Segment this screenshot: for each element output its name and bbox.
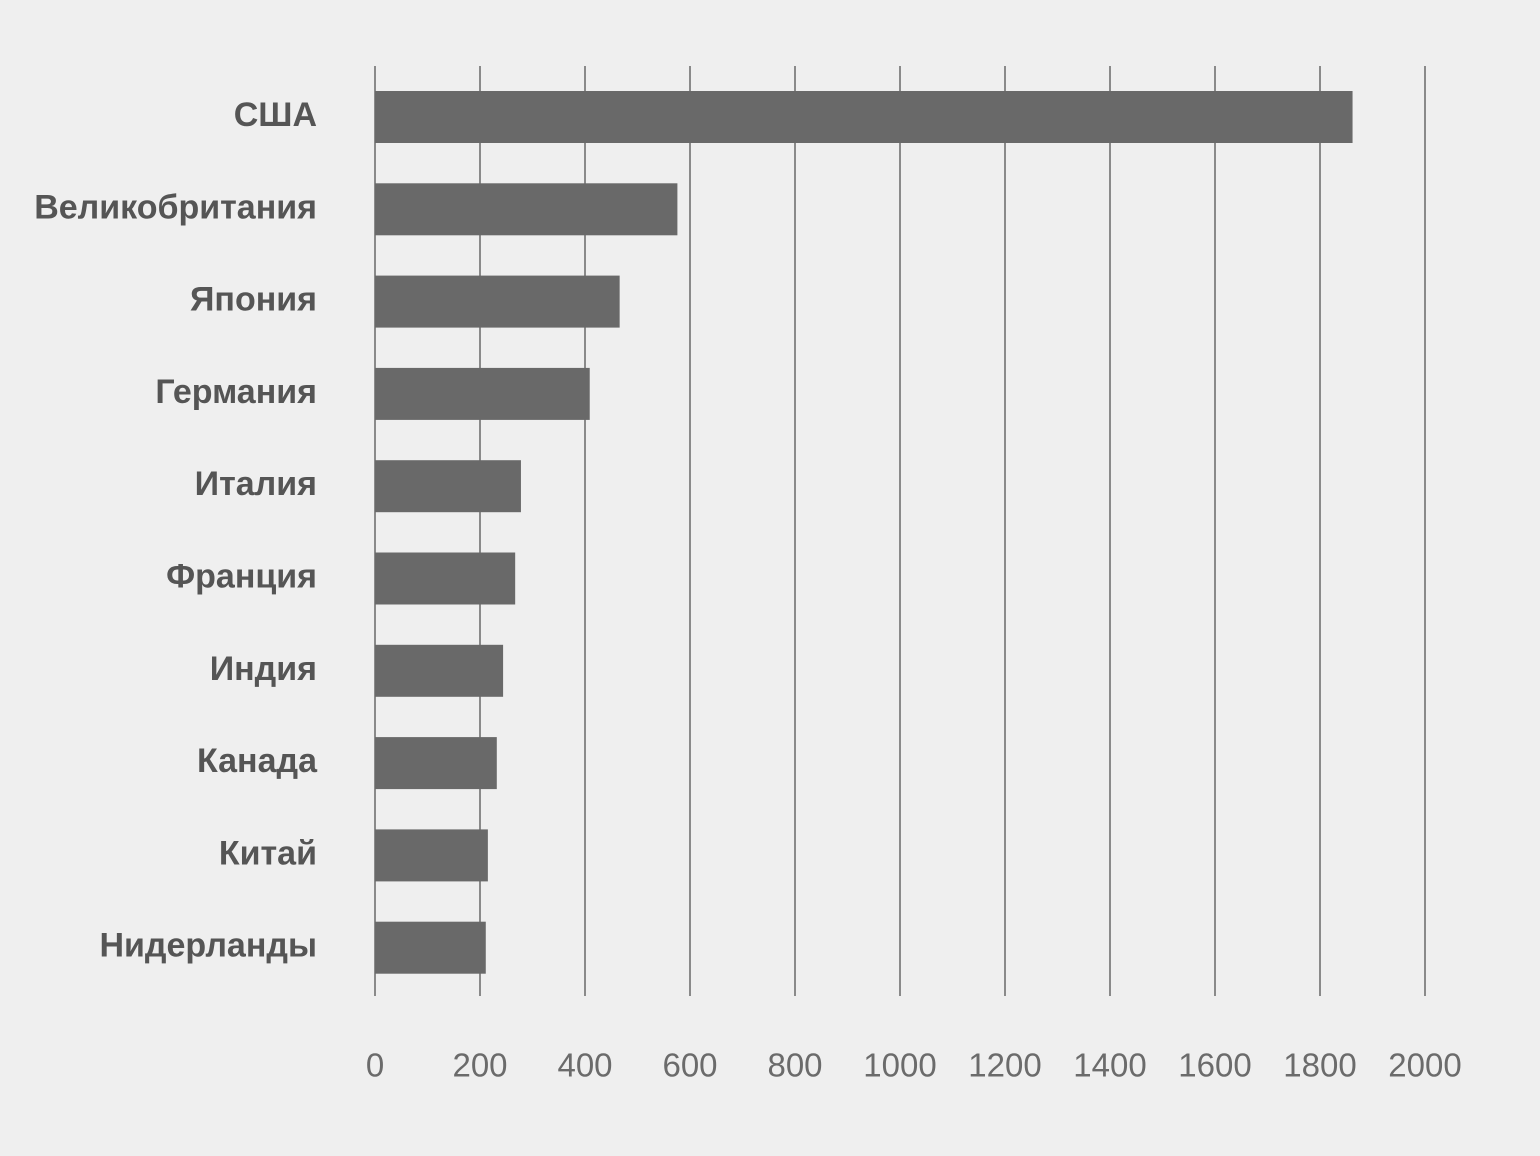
bar-5: [375, 552, 516, 605]
category-label-6: Индия: [210, 650, 317, 688]
category-label-2: Япония: [190, 281, 317, 319]
bars: [375, 91, 1353, 974]
category-label-5: Франция: [166, 557, 317, 595]
x-tick-label-1400: 1400: [1073, 1047, 1146, 1084]
bar-6: [375, 644, 504, 697]
bar-0: [375, 91, 1353, 143]
x-tick-label-400: 400: [557, 1047, 612, 1084]
bar-9: [375, 921, 486, 974]
bar-4: [375, 460, 521, 513]
x-tick-label-1600: 1600: [1178, 1047, 1251, 1084]
category-label-4: Италия: [195, 465, 317, 503]
bar-7: [375, 737, 497, 790]
category-label-7: Канада: [197, 742, 318, 780]
category-labels: США Великобритания Япония Германия Италия Фра…: [34, 96, 318, 965]
category-label-3: Германия: [155, 373, 317, 411]
x-tick-label-1200: 1200: [968, 1047, 1041, 1084]
x-tick-label-200: 200: [452, 1047, 507, 1084]
category-label-9: Нидерланды: [99, 927, 317, 965]
x-axis-tick-labels: 0 200 400 600 800 1000 1200 1400 1600 1800 2000: [366, 1047, 1462, 1084]
bar-1: [375, 183, 678, 236]
category-label-8: Китай: [219, 834, 317, 872]
x-tick-label-2000: 2000: [1388, 1047, 1461, 1084]
bar-3: [375, 367, 590, 420]
bar-8: [375, 829, 488, 882]
bar-2: [375, 275, 620, 328]
x-tick-label-1000: 1000: [863, 1047, 936, 1084]
x-tick-label-1800: 1800: [1283, 1047, 1356, 1084]
x-tick-label-0: 0: [366, 1047, 384, 1084]
x-tick-label-600: 600: [662, 1047, 717, 1084]
category-label-0: США: [234, 96, 317, 134]
x-tick-label-800: 800: [767, 1047, 822, 1084]
category-label-1: Великобритания: [34, 188, 317, 226]
